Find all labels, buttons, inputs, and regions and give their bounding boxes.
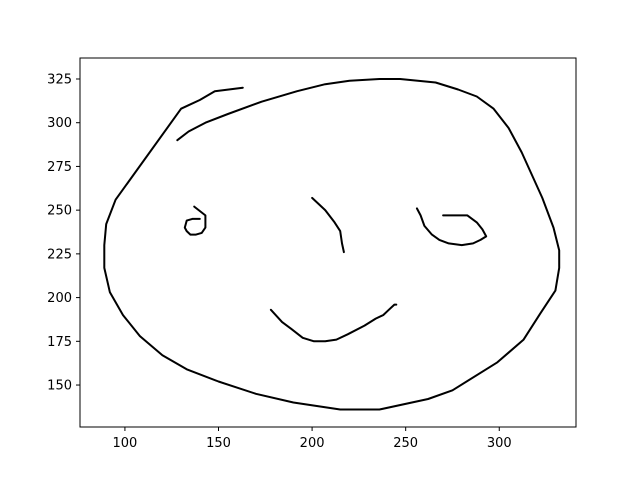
series-line-left-eye: [183, 205, 207, 236]
series-line-nose: [311, 196, 345, 254]
y-tick-label: 200: [47, 291, 72, 306]
y-axis: 150 175 200 225 250 275 300 325: [47, 72, 80, 394]
series-layer: [103, 78, 561, 411]
series-line-face-outline: [103, 78, 561, 411]
y-tick-label: 250: [47, 204, 72, 219]
series-line-right-eye-brow: [415, 207, 488, 247]
y-tick-label: 325: [47, 72, 72, 87]
y-tick-label: 275: [47, 160, 72, 175]
x-tick-label: 300: [487, 436, 512, 451]
x-tick-label: 200: [300, 436, 325, 451]
x-tick-label: 150: [206, 436, 231, 451]
y-tick-label: 300: [47, 116, 72, 131]
plot-area-frame: [79, 57, 577, 428]
series-line-mouth: [269, 303, 398, 343]
y-tick-label: 150: [47, 379, 72, 394]
x-tick-label: 100: [113, 436, 138, 451]
y-tick-label: 175: [47, 335, 72, 350]
x-axis: 100 150 200 250 300: [113, 427, 512, 451]
y-tick-label: 225: [47, 247, 72, 262]
x-tick-label: 250: [393, 436, 418, 451]
